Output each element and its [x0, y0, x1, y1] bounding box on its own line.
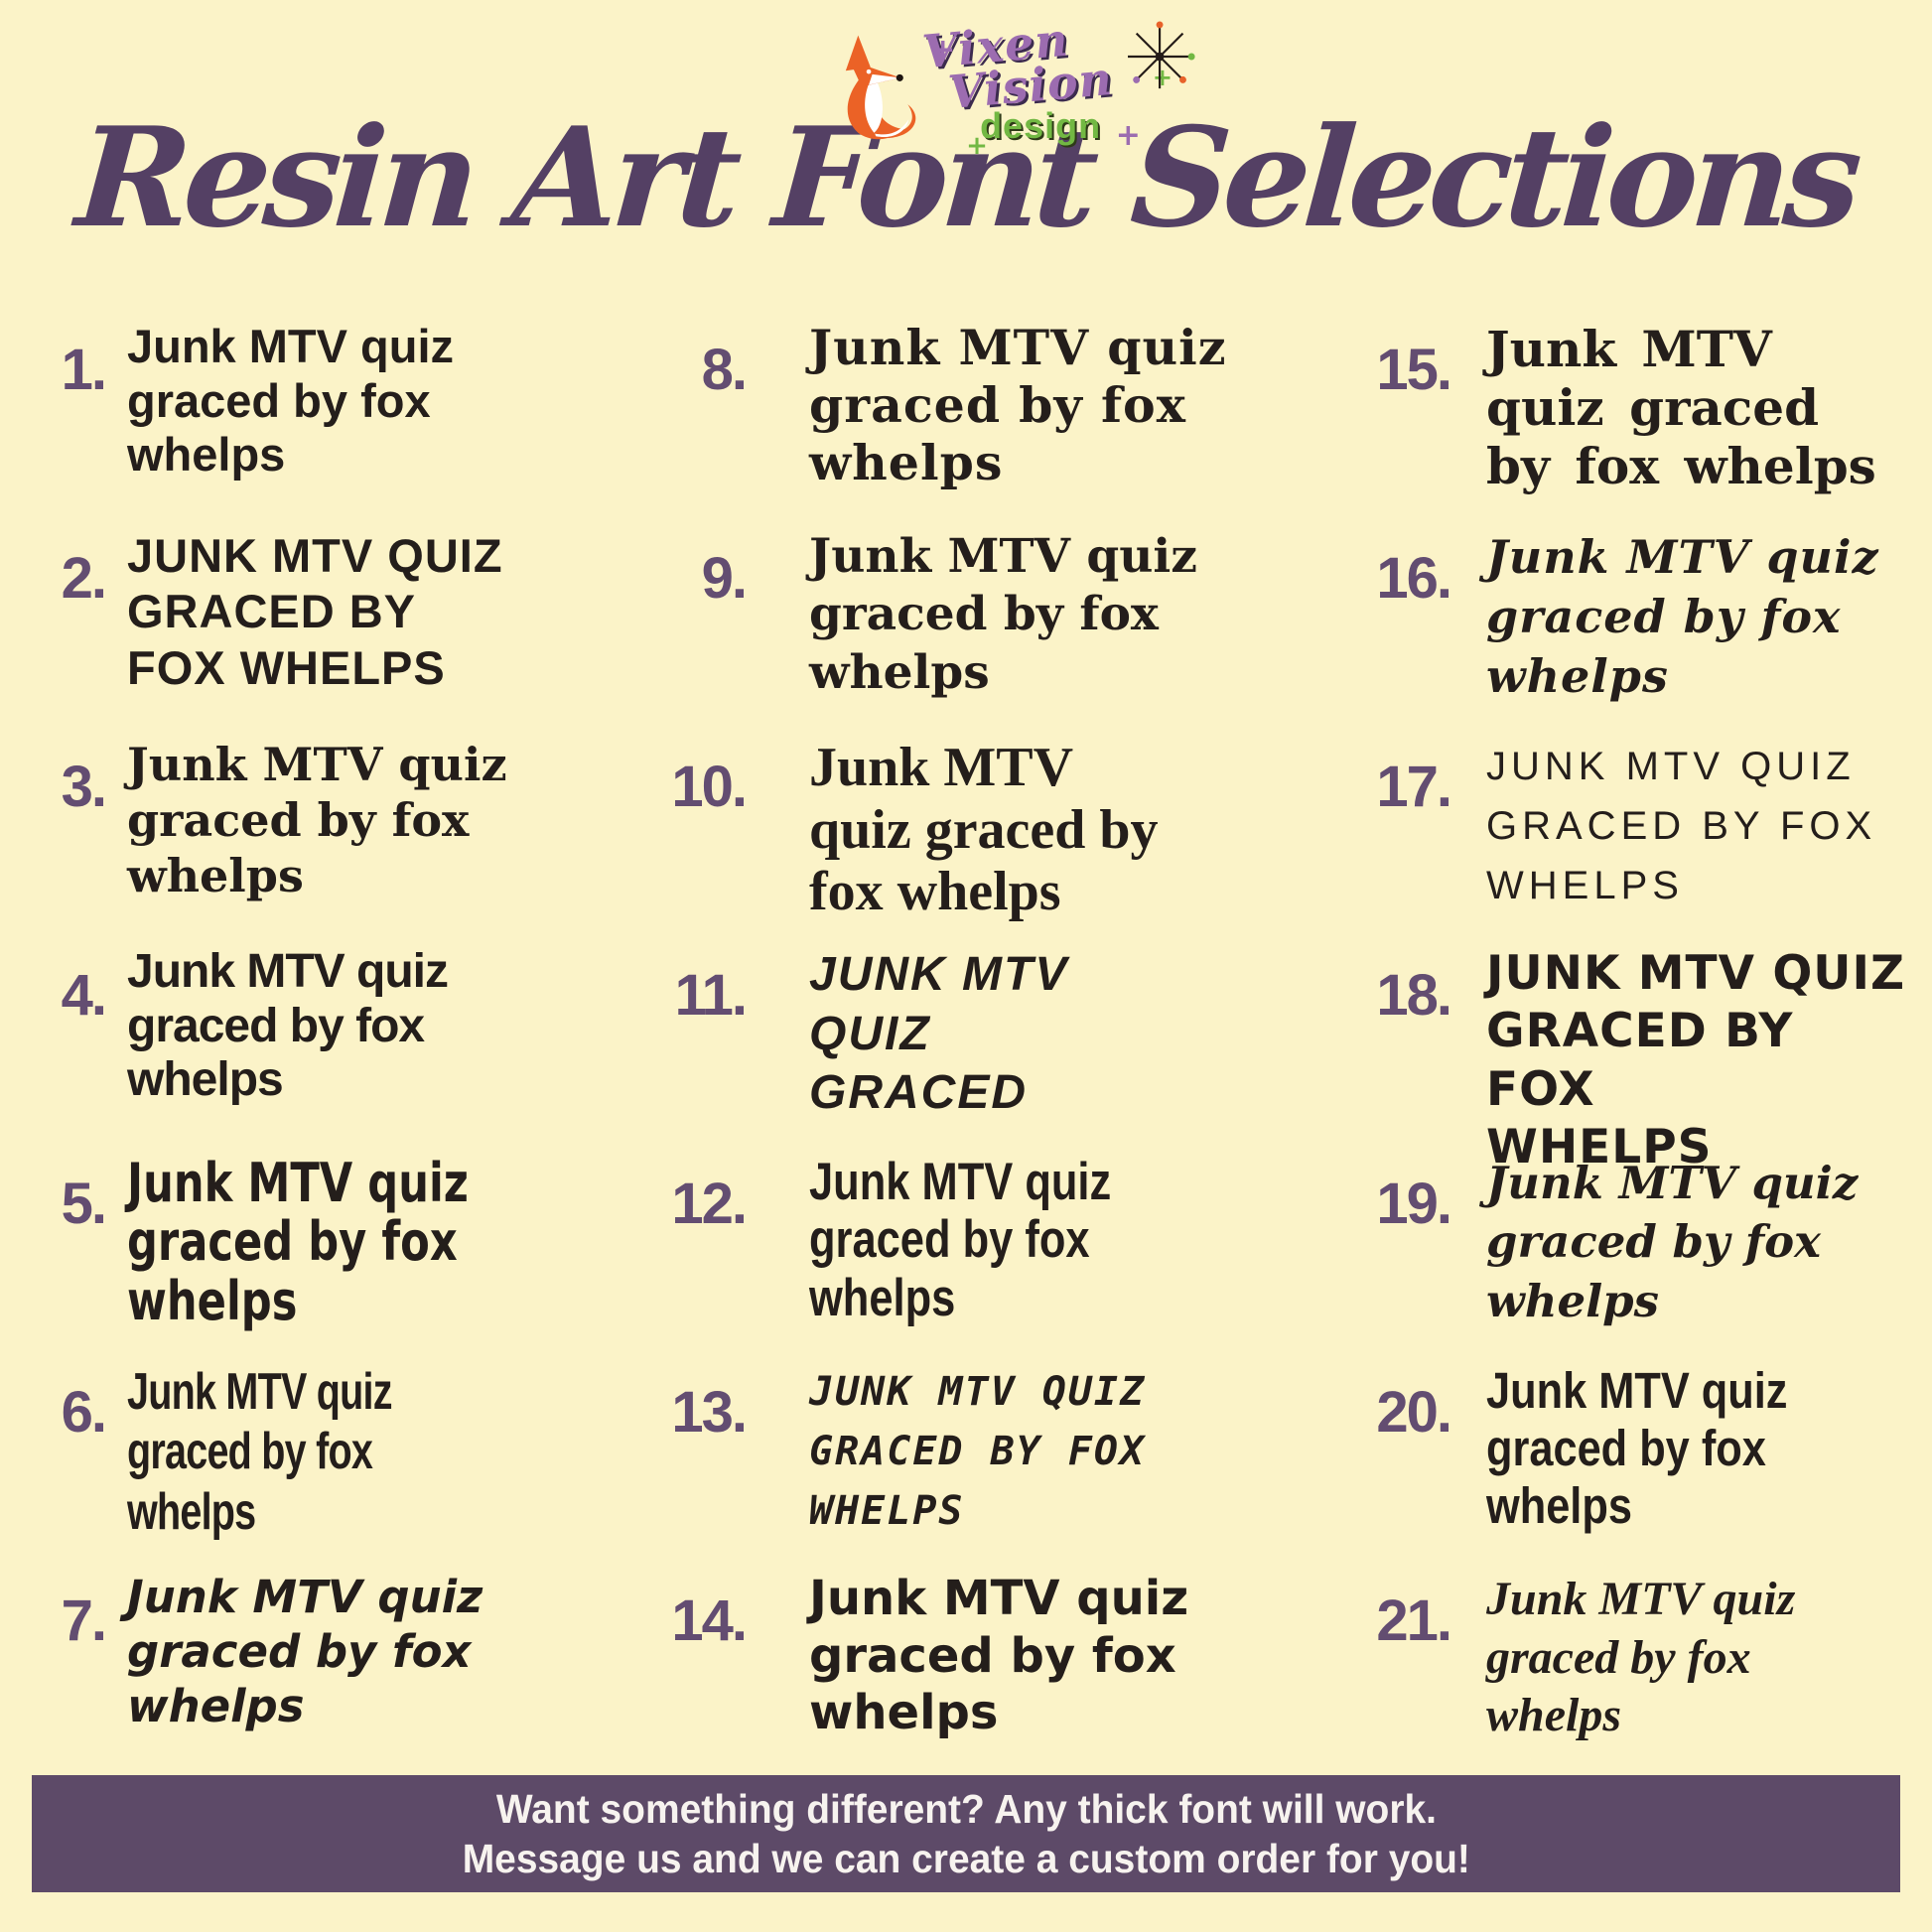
- font-sample-item: 16. Junk MTV quiz graced by fox whelps: [1355, 528, 1918, 737]
- font-sample-text: Junk MTV quiz graced by fox whelps: [809, 319, 1227, 491]
- font-sample-text: Junk MTV quiz graced by fox whelps: [127, 1571, 483, 1732]
- font-sample-text: JUNK MTV QUIZ GRACED BY FOX WHELPS: [127, 529, 503, 694]
- font-sample-text: JUNK MTV QUIZ GRACED BY FOX WHELPS: [1486, 946, 1906, 1174]
- font-sample-number: 6.: [61, 1380, 107, 1445]
- font-sample-item: 21. Junk MTV quiz graced by fox whelps: [1355, 1571, 1918, 1779]
- brand-word-vision: Vision: [946, 52, 1115, 120]
- font-sample-item: 20. Junk MTV quiz graced by fox whelps: [1355, 1362, 1918, 1571]
- fox-icon: [819, 32, 934, 152]
- font-sample-text: Junk MTV quiz graced by fox whelps: [809, 529, 1197, 700]
- font-sample-text: Junk MTV quiz graced by fox whelps: [127, 738, 507, 903]
- font-sample-text: Junk MTV quiz graced by fox whelps: [1486, 530, 1879, 703]
- font-sample-number: 19.: [1376, 1172, 1452, 1236]
- font-sample-item: 7. Junk MTV quiz graced by fox whelps: [22, 1571, 569, 1779]
- font-sample-number: 20.: [1376, 1380, 1452, 1445]
- font-sample-text: Junk MTV quiz graced by fox whelps: [1486, 320, 1876, 495]
- sparkle-plus-icon: +: [966, 131, 988, 161]
- font-sample-item: 6. Junk MTV quiz graced by fox whelps: [22, 1362, 569, 1571]
- font-sample-item: 14. Junk MTV quiz graced by fox whelps: [650, 1571, 1251, 1779]
- font-sample-text: Junk MTV quiz graced by fox whelps: [127, 1363, 393, 1541]
- font-sample-number: 18.: [1376, 963, 1452, 1028]
- font-sample-item: 1. Junk MTV quiz graced by fox whelps: [22, 320, 569, 528]
- font-sample-item: 5. Junk MTV quiz graced by fox whelps: [22, 1154, 569, 1362]
- font-sample-number: 7.: [61, 1588, 107, 1653]
- font-sample-number: 14.: [671, 1588, 748, 1653]
- font-sample-number: 16.: [1376, 546, 1452, 611]
- font-sample-item: 18. JUNK MTV QUIZ GRACED BY FOX WHELPS: [1355, 945, 1918, 1174]
- font-sample-number: 21.: [1376, 1588, 1452, 1653]
- sparkle-plus-icon: +: [930, 33, 956, 68]
- font-sample-column-2: 8. Junk MTV quiz graced by fox whelps 9. J…: [650, 319, 1251, 1779]
- font-sample-number: 1.: [61, 338, 107, 402]
- font-sample-text: Junk MTV quiz graced by fox whelps: [1486, 1157, 1859, 1327]
- font-sample-number: 15.: [1376, 338, 1452, 402]
- font-sample-text: Junk MTV quiz graced by fox whelps: [127, 1152, 469, 1332]
- font-sample-text: JUNK MTV QUIZ GRACED: [809, 948, 1069, 1120]
- font-sample-text: Junk MTV quiz graced by fox whelps: [809, 737, 1159, 923]
- footer-line-2: Message us and we can create a custom or…: [462, 1836, 1470, 1881]
- footer-line-1: Want something different? Any thick font…: [495, 1785, 1437, 1832]
- sparkle-plus-icon: +: [1115, 118, 1141, 153]
- font-sample-item: 19. Junk MTV quiz graced by fox whelps: [1355, 1154, 1918, 1362]
- font-sample-text: Junk MTV quiz graced by fox whelps: [809, 1153, 1112, 1327]
- vixen-vision-logo: Vixen Vision design + + + +: [819, 13, 1195, 159]
- font-sample-item: 15. Junk MTV quiz graced by fox whelps: [1355, 320, 1918, 528]
- font-sample-item: 9. Junk MTV quiz graced by fox whelps: [650, 528, 1251, 737]
- font-sample-number: 8.: [701, 338, 748, 402]
- font-sample-text: Junk MTV quiz graced by fox whelps: [127, 320, 454, 482]
- font-sample-item: 13. JUNK MTV QUIZ GRACED BY FOX WHELPS: [650, 1362, 1251, 1571]
- font-sample-item: 11. JUNK MTV QUIZ GRACED: [650, 945, 1251, 1154]
- brand-wordmark: Vixen Vision design: [920, 13, 1115, 146]
- font-sample-number: 9.: [701, 546, 748, 611]
- font-sample-number: 13.: [671, 1380, 748, 1445]
- font-sample-item: 17. JUNK MTV QUIZ GRACED BY FOX WHELPS: [1355, 737, 1918, 945]
- font-sample-text: Junk MTV quiz graced by fox whelps: [809, 1571, 1189, 1741]
- font-sample-item: 4. Junk MTV quiz graced by fox whelps: [22, 945, 569, 1154]
- font-sample-number: 12.: [671, 1172, 748, 1236]
- font-sample-number: 10.: [671, 755, 748, 819]
- sparkle-plus-icon: +: [1152, 64, 1173, 91]
- font-sample-number: 17.: [1376, 755, 1452, 819]
- font-sample-number: 11.: [674, 963, 748, 1028]
- font-sample-item: 3. Junk MTV quiz graced by fox whelps: [22, 737, 569, 945]
- brand-word-design: design: [980, 104, 1102, 146]
- font-sample-text: JUNK MTV QUIZ GRACED BY FOX WHELPS: [809, 1369, 1147, 1534]
- font-sample-item: 2. JUNK MTV QUIZ GRACED BY FOX WHELPS: [22, 528, 569, 737]
- atomic-starburst-icon: [1121, 18, 1198, 100]
- font-sample-number: 5.: [61, 1172, 107, 1236]
- font-sample-text: Junk MTV quiz graced by fox whelps: [1486, 1573, 1796, 1742]
- font-sample-text: Junk MTV quiz graced by fox whelps: [1486, 1362, 1788, 1535]
- font-sample-number: 4.: [61, 963, 107, 1028]
- font-sample-number: 3.: [61, 755, 107, 819]
- font-sample-number: 2.: [61, 546, 107, 611]
- footer-banner: Want something different? Any thick font…: [32, 1775, 1900, 1892]
- font-sample-grid: 1. Junk MTV quiz graced by fox whelps 2. J…: [0, 319, 1932, 1779]
- font-sample-item: 10. Junk MTV quiz graced by fox whelps: [650, 737, 1251, 945]
- font-sample-text: JUNK MTV QUIZ GRACED BY FOX WHELPS: [1486, 745, 1877, 907]
- font-sample-column-3: 15. Junk MTV quiz graced by fox whelps 16.…: [1355, 320, 1918, 1779]
- font-sample-column-1: 1. Junk MTV quiz graced by fox whelps 2. J…: [22, 320, 569, 1779]
- font-sample-text: Junk MTV quiz graced by fox whelps: [127, 945, 449, 1107]
- font-sample-item: 12. Junk MTV quiz graced by fox whelps: [650, 1153, 1251, 1362]
- font-sample-item: 8. Junk MTV quiz graced by fox whelps: [650, 319, 1251, 528]
